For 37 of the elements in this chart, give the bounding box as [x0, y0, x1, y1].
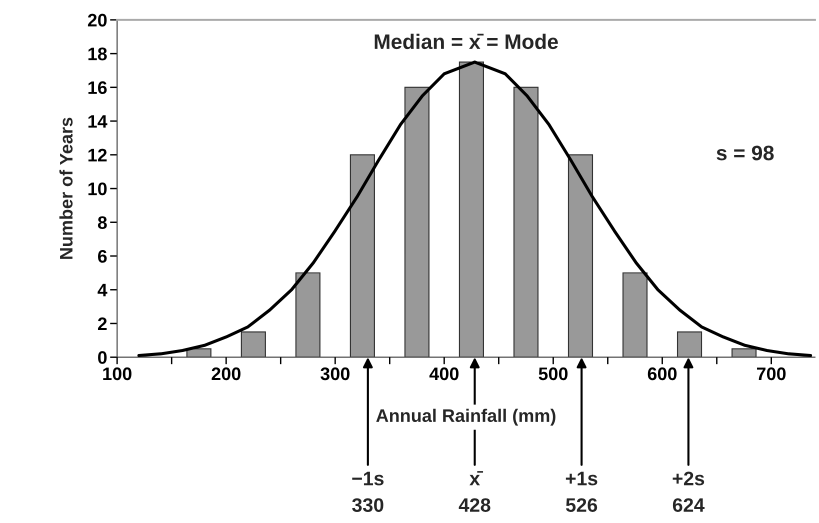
y-tick-label: 8 — [98, 216, 107, 229]
y-axis-title: Number of Years — [59, 118, 73, 259]
bar — [295, 272, 320, 358]
bar — [240, 331, 266, 358]
line-series — [137, 60, 812, 358]
y-tick-label: 18 — [88, 48, 107, 60]
bar — [404, 86, 430, 358]
y-tick-label: 4 — [98, 284, 108, 296]
bar — [622, 272, 648, 358]
y-tick-label: 6 — [98, 250, 107, 263]
x-tick-label: 500 — [538, 367, 568, 380]
bar — [350, 154, 375, 358]
annotation: s = 98 — [716, 146, 774, 160]
y-tick-label: 20 — [88, 14, 107, 27]
bar — [731, 348, 757, 358]
annotation: x̄ 428 — [458, 471, 490, 512]
annotation: Median = x̄ = Mode — [374, 34, 558, 50]
y-tick-label: 0 — [98, 351, 107, 364]
bar — [568, 154, 594, 358]
annotation: +1s 526 — [566, 472, 598, 512]
y-tick-label: 10 — [88, 182, 107, 196]
y-tick-label: 16 — [88, 81, 107, 94]
bar — [676, 331, 702, 358]
x-tick-label: 100 — [103, 367, 132, 380]
x-axis-title: Annual Rainfall (mm) — [376, 408, 556, 426]
y-tick-label: 12 — [88, 148, 107, 162]
annotation: −1s 330 — [352, 472, 384, 512]
x-tick-label: 200 — [212, 367, 240, 380]
x-tick-label: 400 — [429, 367, 459, 380]
x-tick-label: 300 — [320, 367, 350, 380]
x-tick-label: 700 — [757, 367, 786, 380]
bar — [458, 61, 484, 358]
bar — [513, 86, 539, 358]
y-tick-label: 14 — [88, 115, 108, 128]
x-tick-label: 600 — [648, 367, 677, 380]
y-tick-label: 2 — [98, 317, 107, 330]
annotation: +2s 624 — [672, 472, 705, 512]
